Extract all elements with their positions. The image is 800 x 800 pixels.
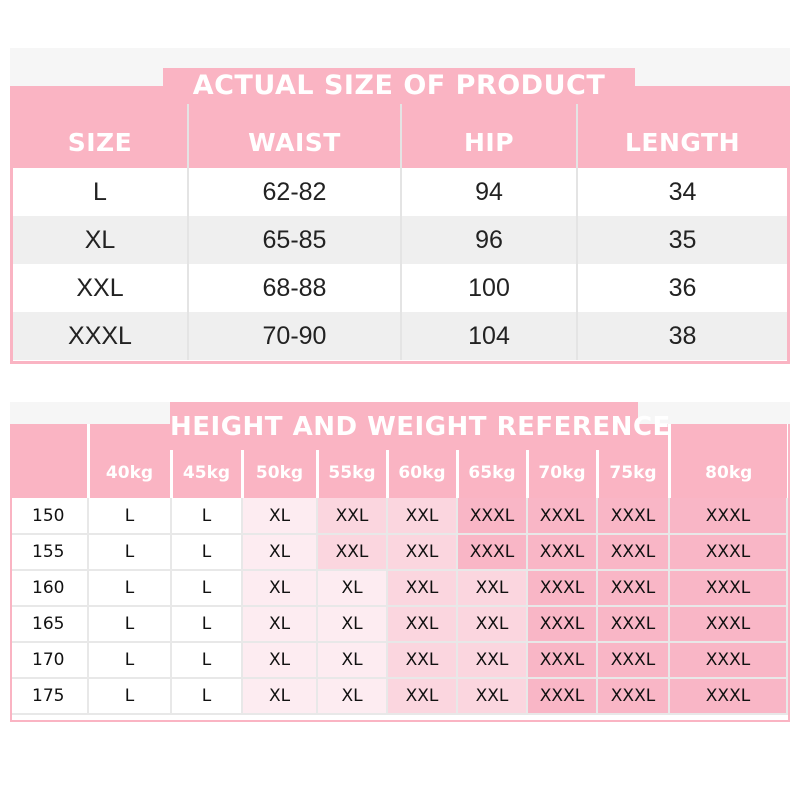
size-recommendation-cell: L: [87, 569, 172, 607]
size-recommendation-cell: XXL: [386, 641, 458, 679]
size-cell: XL: [13, 216, 188, 264]
length-cell: 36: [576, 264, 787, 312]
size-cell: L: [93, 177, 107, 206]
table-row: XXXL 70-90 104 38: [13, 312, 787, 360]
table-row: 155 L L XL XXL XXL XXXL XXXL XXXL XXXL: [12, 533, 788, 571]
size-recommendation-cell: XL: [241, 605, 318, 643]
size-recommendation-cell: L: [170, 641, 243, 679]
size-recommendation-cell: XXL: [316, 498, 388, 535]
waist-cell: 65-85: [187, 216, 401, 264]
size-recommendation-cell: L: [170, 569, 243, 607]
size-recommendation-cell: XXXL: [596, 569, 670, 607]
size-recommendation-cell: XL: [316, 677, 388, 715]
size-recommendation-cell: L: [170, 605, 243, 643]
waist-cell: 62-82: [187, 168, 401, 216]
table-row: 150 L L XL XXL XXL XXXL XXXL XXXL XXXL: [12, 498, 788, 535]
table-row: 170 L L XL XL XXL XXL XXXL XXXL XXXL: [12, 641, 788, 679]
size-recommendation-cell: L: [87, 605, 172, 643]
size-recommendation-cell: L: [170, 677, 243, 715]
size-recommendation-cell: XXXL: [526, 677, 598, 715]
table-row: L 62-82 94 34: [13, 168, 787, 216]
hip-cell: 96: [400, 216, 577, 264]
size-recommendation-cell: L: [87, 533, 172, 571]
size-recommendation-cell: L: [87, 498, 172, 535]
size-recommendation-cell: XXXL: [668, 569, 788, 607]
size-recommendation-cell: XXXL: [456, 498, 528, 535]
size-recommendation-cell: XXXL: [526, 498, 598, 535]
size-recommendation-cell: XXXL: [526, 641, 598, 679]
size-recommendation-cell: XXXL: [668, 533, 788, 571]
product-size-table: SIZE WAIST HIP LENGTH L 62-82 94 34 XL 6…: [10, 86, 790, 364]
table-row: 175 L L XL XL XXL XXL XXXL XXXL XXXL: [12, 677, 788, 715]
size-recommendation-cell: XXXL: [596, 677, 670, 715]
size-recommendation-cell: XL: [316, 605, 388, 643]
height-cell: 155: [12, 533, 89, 571]
size-recommendation-cell: XXL: [316, 533, 388, 571]
size-recommendation-cell: XXXL: [668, 605, 788, 643]
product-size-title: ACTUAL SIZE OF PRODUCT: [163, 68, 635, 104]
height-cell: 160: [12, 569, 89, 607]
size-recommendation-cell: XXL: [386, 498, 458, 535]
size-recommendation-cell: XXL: [386, 533, 458, 571]
waist-cell: 68-88: [187, 264, 401, 312]
size-recommendation-cell: XXL: [456, 569, 528, 607]
size-recommendation-cell: XXXL: [668, 498, 788, 535]
hip-cell: 104: [400, 312, 577, 360]
size-recommendation-cell: XL: [241, 569, 318, 607]
weight-header-40kg: 40kg: [86, 424, 171, 498]
size-recommendation-cell: L: [170, 533, 243, 571]
height-cell: 165: [12, 605, 89, 643]
size-recommendation-cell: XL: [241, 498, 318, 535]
hip-cell: 94: [400, 168, 577, 216]
column-header-length: LENGTH: [576, 88, 787, 168]
size-recommendation-cell: XXXL: [596, 641, 670, 679]
height-cell: 150: [12, 498, 89, 535]
size-recommendation-cell: XXL: [386, 605, 458, 643]
size-recommendation-cell: XXXL: [526, 605, 598, 643]
size-recommendation-cell: XXL: [386, 677, 458, 715]
column-header-size: SIZE: [13, 88, 188, 168]
size-recommendation-cell: XXXL: [596, 533, 670, 571]
size-recommendation-cell: XXL: [456, 605, 528, 643]
table-row: XL 65-85 96 35: [13, 216, 787, 264]
table-row: 165 L L XL XL XXL XXL XXXL XXXL XXXL: [12, 605, 788, 643]
reference-title: HEIGHT AND WEIGHT REFERENCE: [170, 402, 670, 450]
size-recommendation-cell: XXXL: [456, 533, 528, 571]
table-row: 160 L L XL XL XXL XXL XXXL XXXL XXXL: [12, 569, 788, 607]
size-recommendation-cell: XL: [241, 677, 318, 715]
size-recommendation-cell: XXXL: [596, 605, 670, 643]
hip-cell: 100: [400, 264, 577, 312]
size-recommendation-cell: XL: [316, 569, 388, 607]
size-recommendation-cell: XXXL: [526, 569, 598, 607]
length-cell: 34: [576, 168, 787, 216]
size-recommendation-cell: XL: [316, 641, 388, 679]
size-recommendation-cell: XXXL: [668, 641, 788, 679]
length-cell: 38: [576, 312, 787, 360]
weight-header-80kg: 80kg: [667, 424, 787, 498]
size-recommendation-cell: L: [87, 677, 172, 715]
size-recommendation-cell: XL: [241, 533, 318, 571]
height-weight-reference-table: 40kg 45kg 50kg 55kg 60kg 65kg 70kg 75kg …: [10, 424, 790, 722]
length-cell: 35: [576, 216, 787, 264]
table-row: XXL 68-88 100 36: [13, 264, 787, 312]
size-recommendation-cell: L: [170, 498, 243, 535]
size-recommendation-cell: L: [87, 641, 172, 679]
waist-cell: 70-90: [187, 312, 401, 360]
size-cell: XXL: [76, 273, 124, 302]
height-cell: 170: [12, 641, 89, 679]
size-recommendation-cell: XXL: [456, 641, 528, 679]
size-cell: XXXL: [13, 312, 188, 360]
height-cell: 175: [12, 677, 89, 715]
size-recommendation-cell: XXXL: [526, 533, 598, 571]
corner-header-cell: [12, 424, 88, 498]
size-recommendation-cell: XL: [241, 641, 318, 679]
size-recommendation-cell: XXL: [456, 677, 528, 715]
size-recommendation-cell: XXXL: [596, 498, 670, 535]
size-recommendation-cell: XXL: [386, 569, 458, 607]
size-recommendation-cell: XXXL: [668, 677, 788, 715]
